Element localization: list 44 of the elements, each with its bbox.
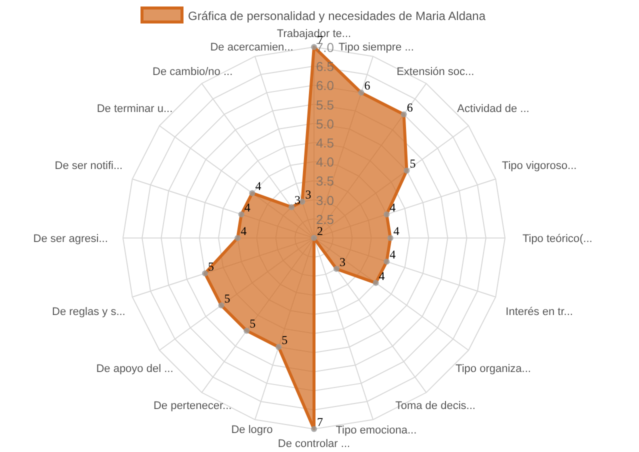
spoke-label: Tipo siempre ...	[338, 42, 414, 54]
spoke-label: De logro	[231, 424, 273, 436]
y-tick-label: 4.5	[316, 136, 334, 150]
spoke-label: De apoyo del ...	[96, 363, 174, 376]
data-label: 4	[390, 248, 396, 262]
y-tick-label: 3.0	[316, 192, 334, 208]
spoke-label: Tipo vigoroso...	[502, 160, 577, 172]
data-label: 5	[250, 316, 256, 331]
spoke-label: Toma de decis...	[395, 400, 476, 412]
y-tick-label: 5.5	[316, 97, 334, 112]
spoke-label: De cambio/no ...	[152, 66, 233, 78]
spoke-label: De controlar ...	[278, 438, 350, 450]
y-tick-label: 4.0	[316, 154, 334, 170]
y-tick-label: 5.0	[316, 116, 334, 132]
spoke-label: De ser agresi...	[33, 233, 108, 245]
spoke-label: Tipo organiza...	[456, 363, 531, 376]
data-label: 6	[364, 78, 370, 93]
spoke-label: De acercamien...	[210, 42, 294, 54]
data-label: 3	[339, 254, 346, 269]
data-label: 4	[244, 200, 250, 214]
spoke-label: Actividad de ...	[457, 102, 530, 115]
data-label: 5	[282, 332, 288, 347]
spoke-label: De pertenecer...	[153, 400, 232, 412]
y-tick-label: 3.5	[316, 174, 334, 189]
y-tick-label: 6.5	[316, 59, 334, 74]
spoke-label: Extensión soc...	[396, 66, 474, 78]
data-label: 4	[255, 179, 262, 194]
y-tick-label: 6.0	[316, 78, 334, 94]
data-label: 4	[240, 224, 247, 238]
spoke-label: De reglas y s...	[52, 306, 126, 318]
data-label: 5	[410, 156, 416, 171]
spoke-label: De terminar u...	[96, 102, 173, 115]
spoke-label: Interés en tr...	[506, 306, 573, 318]
data-label: 2	[317, 224, 323, 238]
data-label: 5	[224, 291, 230, 306]
spoke-label: Tipo emociona...	[336, 424, 417, 436]
data-label: 7	[317, 415, 323, 429]
y-tick-label: 2.5	[316, 212, 334, 227]
spoke-label: De ser notifi...	[54, 160, 123, 172]
data-label: 6	[406, 100, 413, 114]
data-label: 4	[393, 224, 400, 238]
spoke-label: Tipo teórico(...	[522, 233, 592, 245]
legend-label: Gráfica de personalidad y necesidades de Maria Aldana	[188, 9, 486, 23]
data-label: 3	[305, 188, 312, 202]
